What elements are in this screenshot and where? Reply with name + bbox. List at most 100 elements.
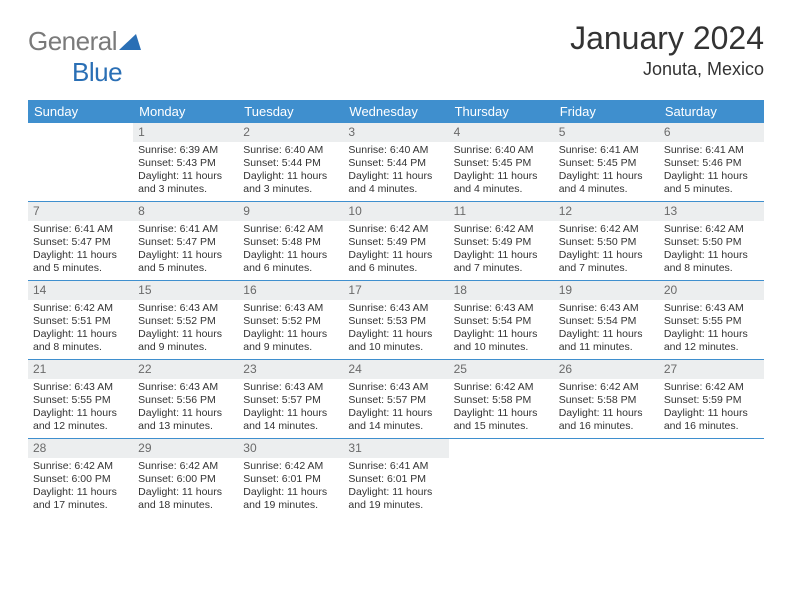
day-cell: 15Sunrise: 6:43 AMSunset: 5:52 PMDayligh… bbox=[133, 281, 238, 359]
daylight-text-2: and 10 minutes. bbox=[454, 341, 549, 354]
daylight-text-2: and 15 minutes. bbox=[454, 420, 549, 433]
daylight-text-2: and 11 minutes. bbox=[559, 341, 654, 354]
day-body: Sunrise: 6:43 AMSunset: 5:52 PMDaylight:… bbox=[238, 300, 343, 359]
daylight-text-2: and 6 minutes. bbox=[243, 262, 338, 275]
day-body: Sunrise: 6:43 AMSunset: 5:55 PMDaylight:… bbox=[28, 379, 133, 438]
daylight-text-1: Daylight: 11 hours bbox=[348, 328, 443, 341]
sunrise-text: Sunrise: 6:42 AM bbox=[348, 223, 443, 236]
day-body: Sunrise: 6:43 AMSunset: 5:57 PMDaylight:… bbox=[343, 379, 448, 438]
day-cell: 9Sunrise: 6:42 AMSunset: 5:48 PMDaylight… bbox=[238, 202, 343, 280]
logo-text-general: General bbox=[28, 26, 117, 56]
logo-triangle-icon bbox=[119, 26, 141, 57]
day-number: 11 bbox=[449, 202, 554, 221]
day-body: Sunrise: 6:40 AMSunset: 5:44 PMDaylight:… bbox=[238, 142, 343, 201]
daylight-text-1: Daylight: 11 hours bbox=[664, 328, 759, 341]
daylight-text-1: Daylight: 11 hours bbox=[138, 407, 233, 420]
sunrise-text: Sunrise: 6:40 AM bbox=[454, 144, 549, 157]
daylight-text-2: and 9 minutes. bbox=[243, 341, 338, 354]
sunset-text: Sunset: 6:00 PM bbox=[33, 473, 128, 486]
sunset-text: Sunset: 5:58 PM bbox=[559, 394, 654, 407]
daylight-text-1: Daylight: 11 hours bbox=[454, 170, 549, 183]
daylight-text-2: and 12 minutes. bbox=[33, 420, 128, 433]
week-row: 28Sunrise: 6:42 AMSunset: 6:00 PMDayligh… bbox=[28, 439, 764, 517]
sunrise-text: Sunrise: 6:41 AM bbox=[348, 460, 443, 473]
daylight-text-2: and 16 minutes. bbox=[664, 420, 759, 433]
sunset-text: Sunset: 5:52 PM bbox=[243, 315, 338, 328]
day-number: 23 bbox=[238, 360, 343, 379]
daylight-text-2: and 8 minutes. bbox=[664, 262, 759, 275]
daylight-text-1: Daylight: 11 hours bbox=[33, 407, 128, 420]
sunset-text: Sunset: 5:46 PM bbox=[664, 157, 759, 170]
day-number: 22 bbox=[133, 360, 238, 379]
daylight-text-1: Daylight: 11 hours bbox=[138, 486, 233, 499]
day-body: Sunrise: 6:42 AMSunset: 6:01 PMDaylight:… bbox=[238, 458, 343, 517]
day-cell bbox=[449, 439, 554, 517]
sunrise-text: Sunrise: 6:43 AM bbox=[454, 302, 549, 315]
sunrise-text: Sunrise: 6:42 AM bbox=[664, 223, 759, 236]
sunrise-text: Sunrise: 6:42 AM bbox=[243, 223, 338, 236]
day-cell bbox=[659, 439, 764, 517]
day-body: Sunrise: 6:42 AMSunset: 5:59 PMDaylight:… bbox=[659, 379, 764, 438]
weeks-container: 1Sunrise: 6:39 AMSunset: 5:43 PMDaylight… bbox=[28, 123, 764, 517]
day-number: 10 bbox=[343, 202, 448, 221]
day-number: 18 bbox=[449, 281, 554, 300]
day-body: Sunrise: 6:43 AMSunset: 5:57 PMDaylight:… bbox=[238, 379, 343, 438]
sunset-text: Sunset: 5:54 PM bbox=[454, 315, 549, 328]
day-cell: 17Sunrise: 6:43 AMSunset: 5:53 PMDayligh… bbox=[343, 281, 448, 359]
daylight-text-1: Daylight: 11 hours bbox=[138, 249, 233, 262]
sunset-text: Sunset: 5:48 PM bbox=[243, 236, 338, 249]
sunrise-text: Sunrise: 6:42 AM bbox=[664, 381, 759, 394]
daylight-text-2: and 7 minutes. bbox=[559, 262, 654, 275]
weekday-header: Friday bbox=[554, 100, 659, 123]
day-body: Sunrise: 6:42 AMSunset: 5:48 PMDaylight:… bbox=[238, 221, 343, 280]
day-body: Sunrise: 6:43 AMSunset: 5:52 PMDaylight:… bbox=[133, 300, 238, 359]
day-body: Sunrise: 6:41 AMSunset: 6:01 PMDaylight:… bbox=[343, 458, 448, 517]
sunrise-text: Sunrise: 6:41 AM bbox=[33, 223, 128, 236]
weekday-header: Monday bbox=[133, 100, 238, 123]
daylight-text-1: Daylight: 11 hours bbox=[33, 328, 128, 341]
day-cell: 12Sunrise: 6:42 AMSunset: 5:50 PMDayligh… bbox=[554, 202, 659, 280]
day-cell: 11Sunrise: 6:42 AMSunset: 5:49 PMDayligh… bbox=[449, 202, 554, 280]
sunrise-text: Sunrise: 6:41 AM bbox=[138, 223, 233, 236]
daylight-text-1: Daylight: 11 hours bbox=[33, 486, 128, 499]
sunset-text: Sunset: 5:57 PM bbox=[243, 394, 338, 407]
daylight-text-1: Daylight: 11 hours bbox=[559, 328, 654, 341]
day-number: 21 bbox=[28, 360, 133, 379]
daylight-text-2: and 17 minutes. bbox=[33, 499, 128, 512]
day-cell: 22Sunrise: 6:43 AMSunset: 5:56 PMDayligh… bbox=[133, 360, 238, 438]
daylight-text-1: Daylight: 11 hours bbox=[664, 249, 759, 262]
sunrise-text: Sunrise: 6:43 AM bbox=[243, 302, 338, 315]
daylight-text-1: Daylight: 11 hours bbox=[454, 249, 549, 262]
sunset-text: Sunset: 5:53 PM bbox=[348, 315, 443, 328]
day-body: Sunrise: 6:42 AMSunset: 5:51 PMDaylight:… bbox=[28, 300, 133, 359]
sunset-text: Sunset: 5:49 PM bbox=[454, 236, 549, 249]
daylight-text-2: and 10 minutes. bbox=[348, 341, 443, 354]
day-body: Sunrise: 6:42 AMSunset: 6:00 PMDaylight:… bbox=[28, 458, 133, 517]
day-number: 1 bbox=[133, 123, 238, 142]
sunset-text: Sunset: 5:43 PM bbox=[138, 157, 233, 170]
sunset-text: Sunset: 5:47 PM bbox=[138, 236, 233, 249]
day-cell: 26Sunrise: 6:42 AMSunset: 5:58 PMDayligh… bbox=[554, 360, 659, 438]
sunrise-text: Sunrise: 6:43 AM bbox=[664, 302, 759, 315]
day-number: 24 bbox=[343, 360, 448, 379]
day-number: 4 bbox=[449, 123, 554, 142]
day-number: 5 bbox=[554, 123, 659, 142]
calendar-grid: SundayMondayTuesdayWednesdayThursdayFrid… bbox=[28, 100, 764, 517]
day-cell: 30Sunrise: 6:42 AMSunset: 6:01 PMDayligh… bbox=[238, 439, 343, 517]
day-body: Sunrise: 6:42 AMSunset: 5:50 PMDaylight:… bbox=[554, 221, 659, 280]
location-label: Jonuta, Mexico bbox=[570, 59, 764, 80]
sunrise-text: Sunrise: 6:43 AM bbox=[138, 381, 233, 394]
day-cell: 20Sunrise: 6:43 AMSunset: 5:55 PMDayligh… bbox=[659, 281, 764, 359]
day-number: 8 bbox=[133, 202, 238, 221]
daylight-text-2: and 19 minutes. bbox=[243, 499, 338, 512]
day-cell: 25Sunrise: 6:42 AMSunset: 5:58 PMDayligh… bbox=[449, 360, 554, 438]
sunset-text: Sunset: 5:50 PM bbox=[559, 236, 654, 249]
day-body: Sunrise: 6:43 AMSunset: 5:55 PMDaylight:… bbox=[659, 300, 764, 359]
day-body: Sunrise: 6:42 AMSunset: 5:50 PMDaylight:… bbox=[659, 221, 764, 280]
day-body: Sunrise: 6:41 AMSunset: 5:46 PMDaylight:… bbox=[659, 142, 764, 201]
day-cell: 8 Sunrise: 6:41 AMSunset: 5:47 PMDaylight… bbox=[133, 202, 238, 280]
sunrise-text: Sunrise: 6:43 AM bbox=[138, 302, 233, 315]
day-body: Sunrise: 6:40 AMSunset: 5:45 PMDaylight:… bbox=[449, 142, 554, 201]
daylight-text-2: and 3 minutes. bbox=[138, 183, 233, 196]
day-cell: 1Sunrise: 6:39 AMSunset: 5:43 PMDaylight… bbox=[133, 123, 238, 201]
